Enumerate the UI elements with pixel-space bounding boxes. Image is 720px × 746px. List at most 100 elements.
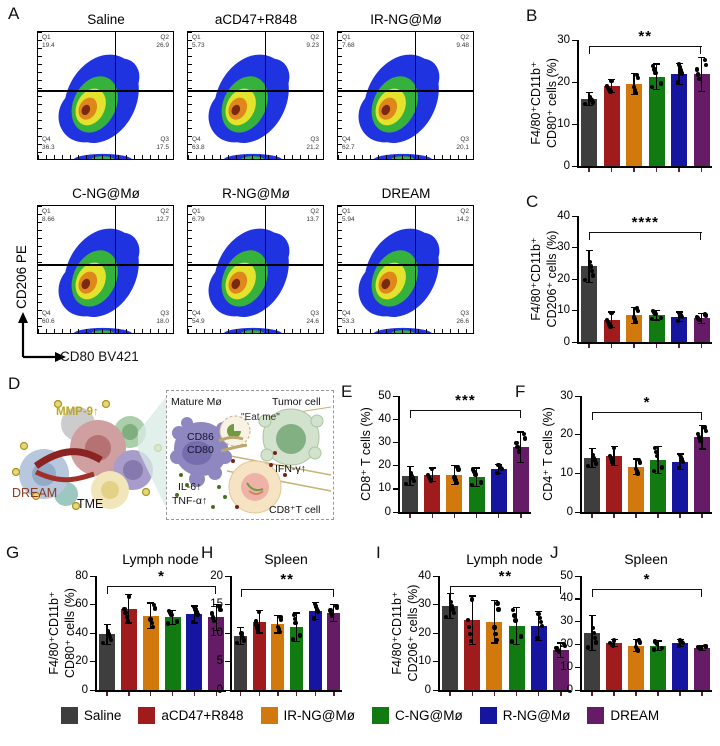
quadrant-label-q1: Q1 5.73 bbox=[192, 34, 205, 49]
sig-bracket-end bbox=[214, 586, 217, 594]
scatter-dot bbox=[539, 623, 545, 629]
scatter-dot bbox=[633, 644, 639, 650]
bar-R-NG@Mø bbox=[671, 73, 687, 166]
sig-asterisks: ** bbox=[638, 28, 653, 45]
bar-C-NG@Mø bbox=[650, 645, 666, 690]
y-tick-mark bbox=[575, 434, 580, 436]
flow-plot-IR-NG@Mø: IR-NG@Mø Q1 7.68 Q2 9.48 Q4 62.7 Q3 20.1 bbox=[337, 12, 475, 162]
x-tick-mark bbox=[193, 691, 196, 696]
scatter-dot bbox=[513, 618, 518, 623]
y-tick-mark bbox=[393, 488, 398, 490]
scatter-dot bbox=[409, 473, 415, 479]
bar-R-NG@Mø bbox=[672, 461, 688, 512]
scatter-dot bbox=[591, 630, 597, 636]
scatter-dot bbox=[606, 319, 611, 325]
scatter-dot bbox=[605, 317, 610, 323]
scatter-dot bbox=[607, 87, 612, 92]
scatter-dot bbox=[315, 609, 320, 614]
scatter-dot bbox=[631, 84, 637, 90]
scatter-dot bbox=[588, 96, 594, 101]
y-tick-mark bbox=[575, 666, 580, 668]
scatter-dot bbox=[314, 606, 320, 612]
error-bar bbox=[515, 607, 518, 645]
x-tick-mark bbox=[277, 691, 279, 696]
scatter-dot bbox=[677, 65, 683, 70]
scatter-dot bbox=[411, 476, 416, 481]
y-tick-mark bbox=[575, 689, 580, 691]
bar-DREAM bbox=[694, 647, 710, 690]
bar-R-NG@Mø bbox=[308, 611, 322, 690]
flow-plot-C-NG@Mø: C-NG@Mø Q1 8.66 Q2 12.7 Q4 60.6 Q3 18.0 bbox=[37, 186, 175, 336]
y-tick-label: 30 bbox=[378, 435, 391, 448]
tme-cell-cluster bbox=[11, 399, 163, 511]
x-tick-mark bbox=[610, 167, 613, 172]
scatter-dot bbox=[538, 619, 543, 625]
error-bar-cap bbox=[293, 640, 300, 643]
flow-plot-Saline: Saline Q1 19.4 Q2 26.9 Q4 36.3 Q3 17.5 bbox=[37, 12, 175, 162]
bar-C-NG@Mø bbox=[648, 76, 665, 166]
error-bar-cap bbox=[446, 618, 454, 620]
il6-label: IL-6↑ bbox=[178, 481, 202, 493]
scatter-dot bbox=[408, 471, 414, 476]
panel-letter-g: G bbox=[6, 543, 20, 562]
x-tick-mark bbox=[613, 513, 615, 518]
y-tick-mark bbox=[572, 310, 577, 312]
mature-macrophage-label: Mature Mø bbox=[171, 396, 222, 408]
quadrant-vertical-gate bbox=[264, 32, 267, 159]
flow-plot-area: Q1 5.94 Q2 14.2 Q4 53.3 Q3 26.6 bbox=[337, 205, 474, 334]
x-tick-mark bbox=[700, 167, 703, 172]
bar-C-NG@Mø bbox=[164, 617, 181, 690]
error-bar-cap bbox=[212, 603, 220, 606]
bar-IR-NG@Mø bbox=[271, 624, 285, 690]
scatter-dot bbox=[591, 455, 597, 461]
scatter-dot bbox=[150, 624, 155, 629]
scatter-dot bbox=[677, 452, 683, 458]
scatter-dot bbox=[334, 603, 339, 608]
scatter-dot bbox=[633, 90, 639, 96]
y-tick-mark bbox=[433, 604, 438, 606]
scatter-dot bbox=[702, 57, 707, 63]
bar-DREAM bbox=[694, 437, 710, 512]
x-tick-mark bbox=[657, 691, 659, 696]
scatter-dot bbox=[452, 610, 457, 616]
x-tick-mark bbox=[678, 167, 680, 172]
scatter-dot bbox=[651, 309, 656, 314]
scatter-dot bbox=[652, 446, 657, 451]
y-tick-mark bbox=[393, 418, 398, 420]
scatter-dot bbox=[650, 85, 655, 90]
error-bar-cap bbox=[585, 281, 593, 283]
x-tick-mark bbox=[498, 513, 500, 518]
scatter-dot bbox=[607, 322, 612, 327]
sig-bracket-end bbox=[700, 232, 702, 240]
scatter-dot bbox=[290, 637, 296, 642]
bar-DREAM bbox=[512, 447, 529, 512]
error-bar-cap bbox=[330, 603, 338, 606]
scatter-dot bbox=[291, 612, 297, 618]
x-tick-mark bbox=[701, 513, 703, 518]
scatter-dot bbox=[254, 622, 259, 628]
error-bar-cap bbox=[517, 461, 525, 463]
error-bar bbox=[471, 595, 473, 645]
error-bar-cap bbox=[535, 639, 543, 641]
scatter-dot bbox=[123, 610, 128, 615]
x-tick-mark bbox=[591, 513, 593, 518]
flow-left-ticks bbox=[188, 32, 192, 159]
error-bar bbox=[613, 639, 615, 647]
legend-item-C-NG@Mø: C-NG@Mø bbox=[372, 707, 463, 724]
error-bar bbox=[453, 465, 455, 485]
scatter-dot bbox=[277, 629, 282, 634]
panel-letter-e: E bbox=[341, 382, 353, 401]
bar-R-NG@Mø bbox=[672, 643, 688, 690]
scatter-dot bbox=[297, 633, 303, 638]
error-bar-cap bbox=[406, 484, 414, 486]
x-tick-mark bbox=[678, 343, 680, 348]
x-tick-mark bbox=[171, 691, 174, 696]
error-bar-cap bbox=[653, 63, 660, 65]
cd8-t-cell-label: CD8⁺T cell bbox=[269, 504, 321, 516]
scatter-dot bbox=[585, 463, 590, 469]
scatter-dot bbox=[556, 649, 561, 655]
scatter-dot bbox=[631, 315, 637, 320]
quadrant-label-q1: Q1 5.94 bbox=[342, 208, 355, 223]
y-tick-mark bbox=[572, 278, 577, 280]
bar-IR-NG@Mø bbox=[626, 84, 642, 166]
